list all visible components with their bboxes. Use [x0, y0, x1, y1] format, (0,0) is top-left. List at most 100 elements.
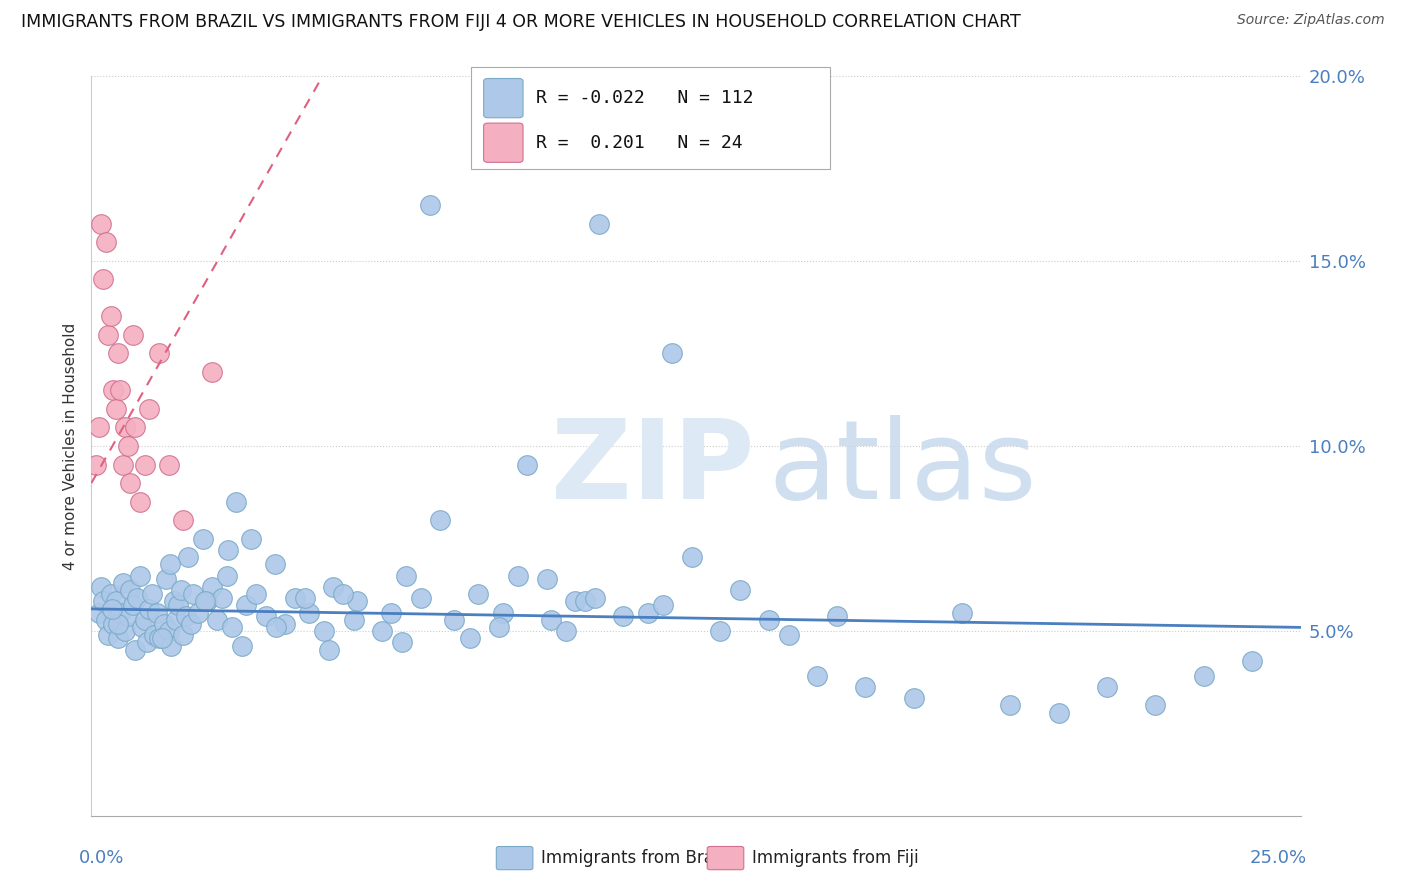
- Point: [1000, 698, 1022, 712]
- Point: [94, 613, 117, 627]
- Point: [162, 594, 184, 608]
- Point: [583, 591, 606, 605]
- Point: [111, 458, 134, 472]
- Text: Source: ZipAtlas.com: Source: ZipAtlas.com: [1237, 13, 1385, 28]
- Point: [681, 549, 703, 565]
- Point: [181, 587, 204, 601]
- Point: [180, 616, 202, 631]
- Point: [114, 420, 136, 434]
- Point: [124, 642, 146, 657]
- Point: [107, 616, 129, 631]
- Point: [950, 606, 973, 620]
- Point: [443, 613, 465, 627]
- Point: [148, 346, 170, 360]
- Text: Immigrants from Fiji: Immigrants from Fiji: [752, 849, 920, 867]
- Point: [1047, 706, 1070, 720]
- Point: [574, 594, 596, 608]
- Point: [170, 583, 193, 598]
- Text: ZIP: ZIP: [551, 415, 754, 522]
- Point: [104, 401, 127, 416]
- Point: [145, 606, 167, 620]
- Text: 0.0%: 0.0%: [79, 849, 125, 868]
- Point: [110, 384, 132, 398]
- Point: [157, 624, 180, 639]
- Point: [93, 272, 115, 286]
- Point: [84, 458, 107, 472]
- Point: [194, 594, 217, 608]
- Point: [97, 327, 120, 342]
- Point: [312, 624, 335, 639]
- Point: [128, 494, 150, 508]
- Text: IMMIGRANTS FROM BRAZIL VS IMMIGRANTS FROM FIJI 4 OR MORE VEHICLES IN HOUSEHOLD C: IMMIGRANTS FROM BRAZIL VS IMMIGRANTS FRO…: [21, 13, 1021, 31]
- Point: [138, 602, 160, 616]
- Point: [903, 690, 925, 705]
- Point: [93, 594, 115, 608]
- Point: [318, 642, 340, 657]
- Text: R = -0.022   N = 112: R = -0.022 N = 112: [536, 89, 754, 107]
- Point: [167, 598, 190, 612]
- Point: [100, 587, 122, 601]
- Point: [264, 620, 287, 634]
- Point: [157, 458, 180, 472]
- Point: [187, 606, 209, 620]
- Point: [637, 606, 659, 620]
- Point: [110, 606, 132, 620]
- Point: [391, 635, 413, 649]
- Point: [107, 632, 129, 646]
- Point: [758, 613, 780, 627]
- Point: [127, 591, 149, 605]
- Point: [1241, 654, 1264, 668]
- Point: [240, 532, 263, 546]
- Point: [564, 594, 586, 608]
- Point: [506, 568, 529, 582]
- Point: [120, 475, 142, 490]
- Point: [1095, 680, 1118, 694]
- Point: [332, 587, 354, 601]
- Point: [370, 624, 392, 639]
- Point: [395, 568, 418, 582]
- Point: [100, 602, 122, 616]
- Point: [107, 346, 129, 360]
- Point: [283, 591, 305, 605]
- Y-axis label: 4 or more Vehicles in Household: 4 or more Vehicles in Household: [62, 322, 77, 570]
- Point: [124, 420, 146, 434]
- Point: [215, 568, 238, 582]
- Point: [411, 591, 433, 605]
- Point: [661, 346, 683, 360]
- Point: [120, 583, 142, 598]
- Point: [853, 680, 876, 694]
- Point: [114, 624, 136, 639]
- Point: [159, 558, 181, 572]
- Point: [211, 591, 233, 605]
- Point: [225, 494, 247, 508]
- Point: [254, 609, 277, 624]
- Point: [806, 668, 828, 682]
- Point: [235, 598, 257, 612]
- Point: [652, 598, 675, 612]
- Point: [1192, 668, 1215, 682]
- Point: [231, 639, 253, 653]
- Point: [87, 606, 110, 620]
- Point: [342, 613, 364, 627]
- Point: [709, 624, 731, 639]
- Point: [245, 587, 267, 601]
- Point: [191, 532, 214, 546]
- Point: [467, 587, 489, 601]
- Point: [491, 606, 513, 620]
- Point: [825, 609, 848, 624]
- Point: [165, 613, 187, 627]
- Point: [298, 606, 321, 620]
- Point: [536, 572, 558, 586]
- Point: [153, 616, 176, 631]
- Point: [555, 624, 578, 639]
- Point: [97, 628, 120, 642]
- Point: [87, 420, 110, 434]
- Point: [1144, 698, 1167, 712]
- Point: [294, 591, 316, 605]
- Point: [201, 365, 224, 379]
- Text: R =  0.201   N = 24: R = 0.201 N = 24: [536, 134, 742, 152]
- Point: [155, 572, 177, 586]
- Point: [90, 217, 112, 231]
- Point: [612, 609, 634, 624]
- Point: [730, 583, 752, 598]
